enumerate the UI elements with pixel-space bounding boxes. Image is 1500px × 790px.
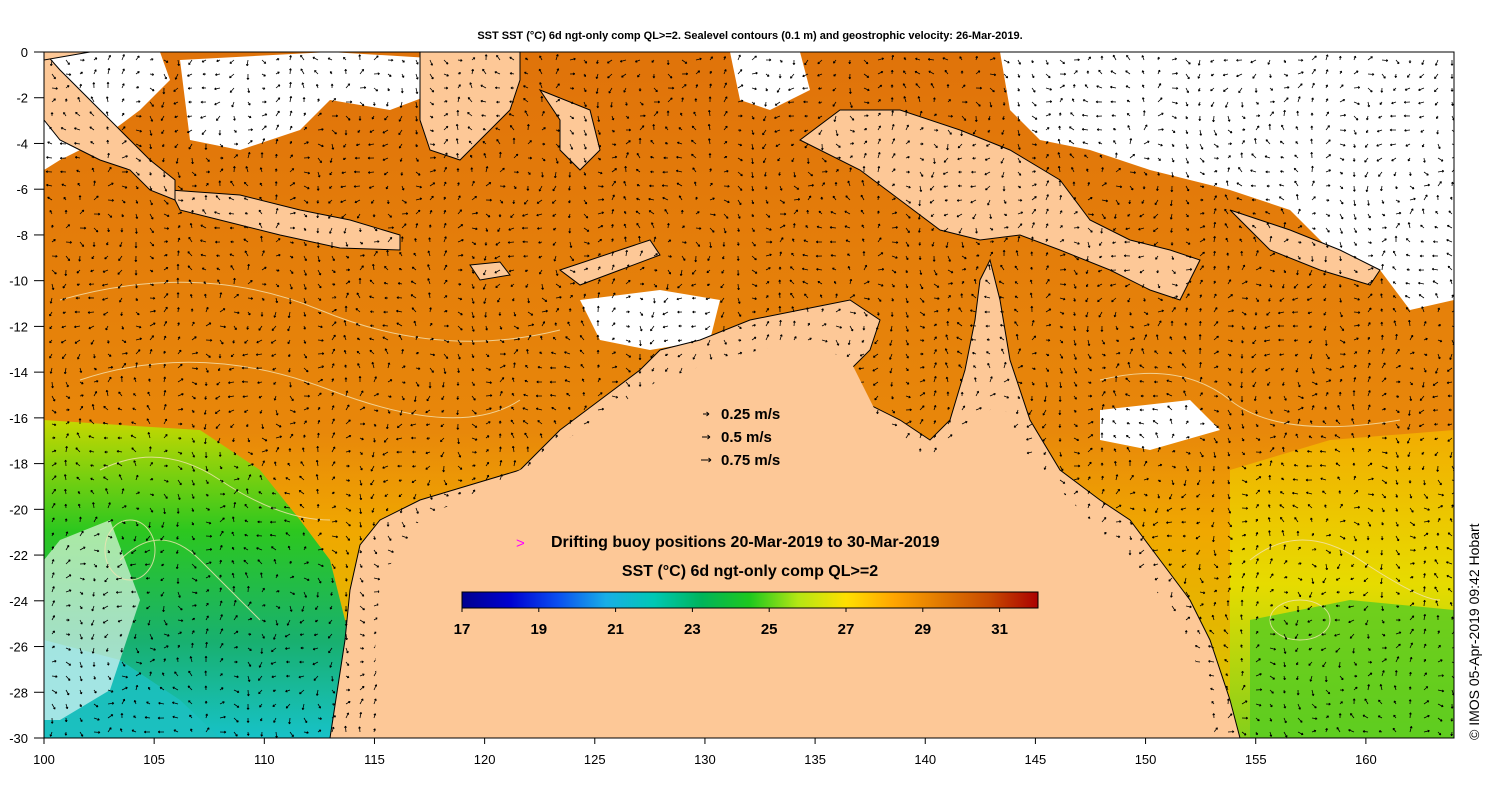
lat-tick-label: -20 <box>9 502 28 517</box>
colorbar-tick-label: 23 <box>684 621 701 638</box>
lat-tick-label: -10 <box>9 274 28 289</box>
lon-tick-label: 140 <box>914 752 936 767</box>
borneo <box>419 52 521 161</box>
new-guinea <box>799 109 1201 301</box>
warm-water-east-green <box>1250 600 1454 738</box>
lat-tick-label: -28 <box>9 685 28 700</box>
lat-tick-label: -14 <box>9 365 28 380</box>
sumba <box>469 261 511 281</box>
velocity-legend-label: 0.75 m/s <box>721 452 780 469</box>
australia-interior <box>375 340 1215 738</box>
lon-tick-label: 150 <box>1135 752 1157 767</box>
pacific-islands <box>1229 209 1381 286</box>
velocity-legend-arrow-icon <box>703 411 710 417</box>
lon-tick-label: 110 <box>254 752 275 767</box>
lon-tick-label: 160 <box>1355 752 1377 767</box>
colorbar-tick-label: 27 <box>838 621 855 638</box>
figure-title: SST SST (°C) 6d ngt-only comp QL>=2. Sea… <box>477 30 1023 42</box>
lat-tick-label: -18 <box>9 457 28 472</box>
colorbar-tick-label: 17 <box>454 621 471 638</box>
colorbar-ticks: 17 19 21 23 25 27 29 31 <box>454 608 1008 638</box>
cool-water-southwest <box>44 420 380 738</box>
buoy-marker-icon: > <box>516 535 525 552</box>
java <box>169 189 401 251</box>
lat-tick-label: -2 <box>16 91 28 106</box>
lat-tick-label: -16 <box>9 411 28 426</box>
velocity-legend-arrow-icon <box>702 434 711 440</box>
lat-tick-label: -8 <box>16 228 28 243</box>
velocity-legend-label: 0.25 m/s <box>721 406 780 423</box>
lat-tick-label: -6 <box>16 182 28 197</box>
colorbar-tick-label: 31 <box>991 621 1008 638</box>
lon-tick-label: 100 <box>33 752 55 767</box>
velocity-legend: 0.25 m/s 0.5 m/s 0.75 m/s <box>701 406 780 469</box>
colorbar-gradient <box>461 591 1039 609</box>
lat-tick-label: -22 <box>9 548 28 563</box>
sumatra <box>44 52 176 201</box>
lat-tick-label: -30 <box>9 731 28 746</box>
sst-colorbar: SST (°C) 6d ngt-only comp QL>=2 17 19 21 23… <box>454 563 1039 638</box>
timor <box>558 239 661 286</box>
lat-tick-label: -12 <box>9 319 28 334</box>
lon-tick-label: 120 <box>474 752 496 767</box>
lat-tick-label: -26 <box>9 640 28 655</box>
latitude-axis: 0 -2 -4 -6 -8 -10 -12 -14 -16 -18 -20 -22 -24 -26 -28 -… <box>9 45 44 746</box>
lat-tick-label: -24 <box>9 594 28 609</box>
colorbar-tick-label: 21 <box>607 621 624 638</box>
map-frame <box>43 51 1455 739</box>
map-plot-area <box>44 52 1454 738</box>
lon-tick-label: 125 <box>584 752 606 767</box>
buoy-legend: > Drifting buoy positions 20-Mar-2019 to… <box>516 534 940 552</box>
lon-tick-label: 130 <box>694 752 716 767</box>
buoy-legend-label: Drifting buoy positions 20-Mar-2019 to 3… <box>551 534 940 551</box>
lon-tick-label: 145 <box>1025 752 1047 767</box>
velocity-legend-arrow-icon <box>701 457 712 463</box>
lon-tick-label: 155 <box>1245 752 1267 767</box>
sea-level-contours <box>59 281 1441 641</box>
longitude-axis: 100 105 110 115 120 125 130 135 140 145 150 155 160 <box>33 738 1377 767</box>
lon-tick-label: 105 <box>143 752 165 767</box>
imos-credit: © IMOS 05-Apr-2019 09:42 Hobart <box>1466 523 1482 740</box>
lon-tick-label: 115 <box>364 752 385 767</box>
lon-tick-label: 135 <box>804 752 826 767</box>
malaysia <box>44 52 91 61</box>
colorbar-tick-label: 25 <box>761 621 778 638</box>
colorbar-tick-label: 19 <box>530 621 547 638</box>
lat-tick-label: -4 <box>16 136 28 151</box>
lat-tick-label: 0 <box>21 45 28 60</box>
colorbar-tick-label: 29 <box>914 621 931 638</box>
colorbar-title: SST (°C) 6d ngt-only comp QL>=2 <box>622 563 878 580</box>
velocity-legend-label: 0.5 m/s <box>721 429 772 446</box>
